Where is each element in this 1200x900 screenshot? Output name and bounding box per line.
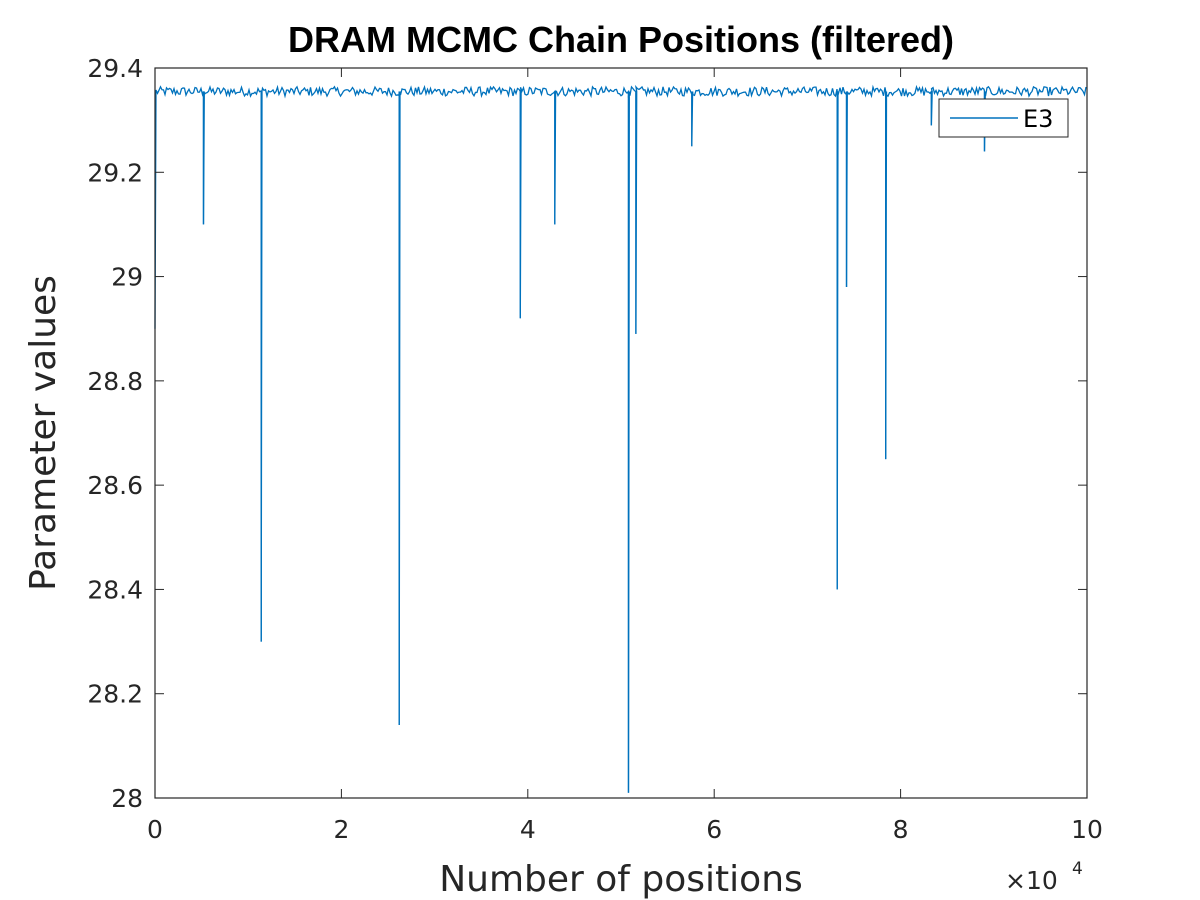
y-tick-label: 28.2 [87,680,143,709]
x-exponent-base: ×10 [1005,866,1058,895]
y-tick-label: 28.6 [87,471,143,500]
plot-frame [154,67,1088,799]
plot-area [155,68,1087,798]
chart-title: DRAM MCMC Chain Positions (filtered) [288,19,954,60]
x-axis-label: Number of positions [439,859,803,900]
x-exponent-power: 4 [1072,859,1083,879]
series-line-e3 [154,84,1087,793]
x-tick-label: 0 [147,815,163,844]
legend-label-e3: E3 [1023,105,1053,133]
y-tick-label: 29.2 [87,158,143,187]
y-tick-label: 28.4 [87,575,143,604]
x-axis-ticks: 0 2 4 6 8 10 [147,68,1103,844]
legend: E3 [938,98,1069,138]
y-tick-label: 28 [111,784,143,813]
y-tick-label: 28.8 [87,367,143,396]
y-tick-label: 29.4 [87,54,143,83]
series-layer [154,84,1087,793]
x-tick-label: 4 [520,815,536,844]
y-axis-ticks: 28 28.2 28.4 28.6 28.8 29 29.2 29.4 [87,54,1087,813]
x-tick-label: 10 [1071,815,1103,844]
x-axis-exponent: ×10 4 [1005,859,1083,895]
y-tick-label: 29 [111,263,143,292]
x-tick-label: 6 [706,815,722,844]
x-tick-label: 2 [333,815,349,844]
x-tick-label: 8 [893,815,909,844]
y-axis-label: Parameter values [23,275,64,591]
